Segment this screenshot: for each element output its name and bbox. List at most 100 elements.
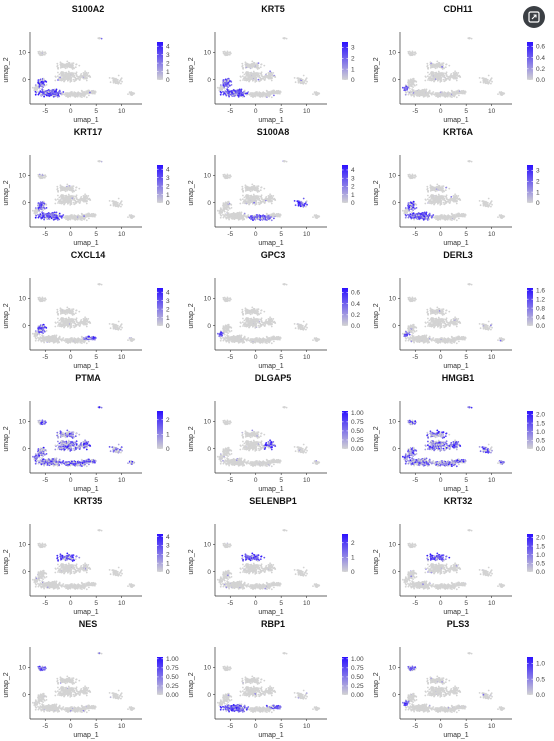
cell-point (83, 200, 85, 203)
cell-point (42, 202, 45, 205)
cell-point (59, 215, 62, 218)
cell-point (88, 217, 90, 220)
x-tick-label: 5 (464, 108, 468, 115)
cell-point (67, 186, 69, 188)
cell-point (245, 75, 248, 77)
cell-point (437, 93, 440, 95)
cell-point (250, 92, 252, 95)
cell-point (243, 89, 246, 92)
cell-point (58, 89, 61, 92)
cell-point (41, 88, 44, 91)
cell-point (81, 219, 83, 221)
cell-point (464, 91, 467, 93)
cell-point (53, 92, 55, 95)
cell-point (37, 84, 40, 86)
cell-point (261, 95, 263, 97)
cell-point (422, 91, 424, 94)
cell-point (225, 203, 228, 206)
cell-point (70, 63, 72, 66)
cell-point (255, 79, 258, 82)
cell-point (455, 96, 458, 99)
cell-point (83, 215, 85, 217)
cell-point (37, 50, 40, 53)
cell-point (485, 78, 488, 81)
cell-point (228, 53, 230, 55)
cell-point (415, 81, 418, 83)
cell-point (446, 75, 449, 78)
cell-point (245, 198, 248, 200)
y-tick-label: 10 (204, 50, 212, 57)
cell-point (227, 83, 230, 86)
cell-point (257, 66, 260, 69)
cell-point (85, 202, 88, 205)
y-tick-label: 0 (22, 200, 26, 207)
cell-point (83, 77, 85, 80)
cell-point (56, 185, 59, 188)
cell-point (66, 77, 69, 80)
cell-point (412, 79, 415, 82)
cell-point (426, 64, 429, 67)
cell-point (277, 90, 280, 93)
cell-point (48, 91, 50, 93)
cell-point (225, 206, 228, 209)
cell-point (462, 90, 465, 93)
cell-point (129, 216, 132, 219)
cell-point (117, 74, 120, 77)
cell-point (54, 198, 57, 201)
cell-point (245, 79, 248, 82)
colorbar-tick-label: 2 (166, 183, 170, 190)
cell-point (403, 87, 406, 90)
cell-point (250, 215, 252, 218)
cell-point (252, 193, 255, 196)
cell-point (259, 189, 262, 192)
cell-point (32, 86, 34, 89)
cell-point (244, 184, 247, 187)
cell-point (114, 203, 117, 206)
cell-point (431, 77, 434, 80)
cell-point (57, 71, 59, 74)
cell-point (408, 92, 410, 95)
cell-point (259, 216, 262, 219)
cell-point (256, 64, 259, 67)
x-axis-label: umap_1 (443, 117, 468, 124)
cell-point (243, 77, 246, 80)
cell-point (59, 92, 62, 95)
cell-point (430, 64, 433, 67)
cell-point (62, 71, 64, 74)
cell-point (432, 71, 434, 74)
cell-point (409, 93, 412, 95)
cell-point (279, 91, 282, 93)
cell-point (54, 75, 57, 78)
cell-point (258, 74, 261, 77)
colorbar-tick-label: 0.6 (536, 44, 545, 51)
cell-point (71, 66, 73, 68)
feature-panel-s100a8: S100A8 -5 0 5 10 0 10 umap_1 umap_2 4 3 2 1 0 (185, 123, 369, 247)
cell-point (226, 211, 229, 214)
cell-point (42, 86, 44, 88)
cell-point (65, 65, 68, 68)
cell-point (451, 96, 453, 98)
cell-point (75, 72, 78, 75)
cell-point (41, 214, 44, 217)
cell-point (115, 78, 118, 81)
cell-point (296, 77, 299, 80)
cell-point (62, 63, 65, 66)
cell-point (448, 79, 451, 81)
cell-point (237, 95, 240, 98)
cell-point (71, 187, 74, 190)
cell-point (52, 89, 54, 92)
cell-point (265, 89, 268, 92)
cell-point (48, 214, 50, 216)
cell-point (241, 93, 243, 96)
cell-point (437, 96, 439, 98)
cell-point (129, 93, 132, 96)
cell-point (71, 189, 73, 191)
panel-title: S100A8 (257, 127, 290, 137)
cell-point (459, 75, 461, 78)
cell-point (442, 94, 445, 96)
cell-point (270, 195, 273, 198)
cell-point (227, 209, 229, 211)
cell-point (82, 195, 85, 197)
cell-point (67, 219, 69, 221)
y-tick-label: 0 (392, 77, 396, 84)
